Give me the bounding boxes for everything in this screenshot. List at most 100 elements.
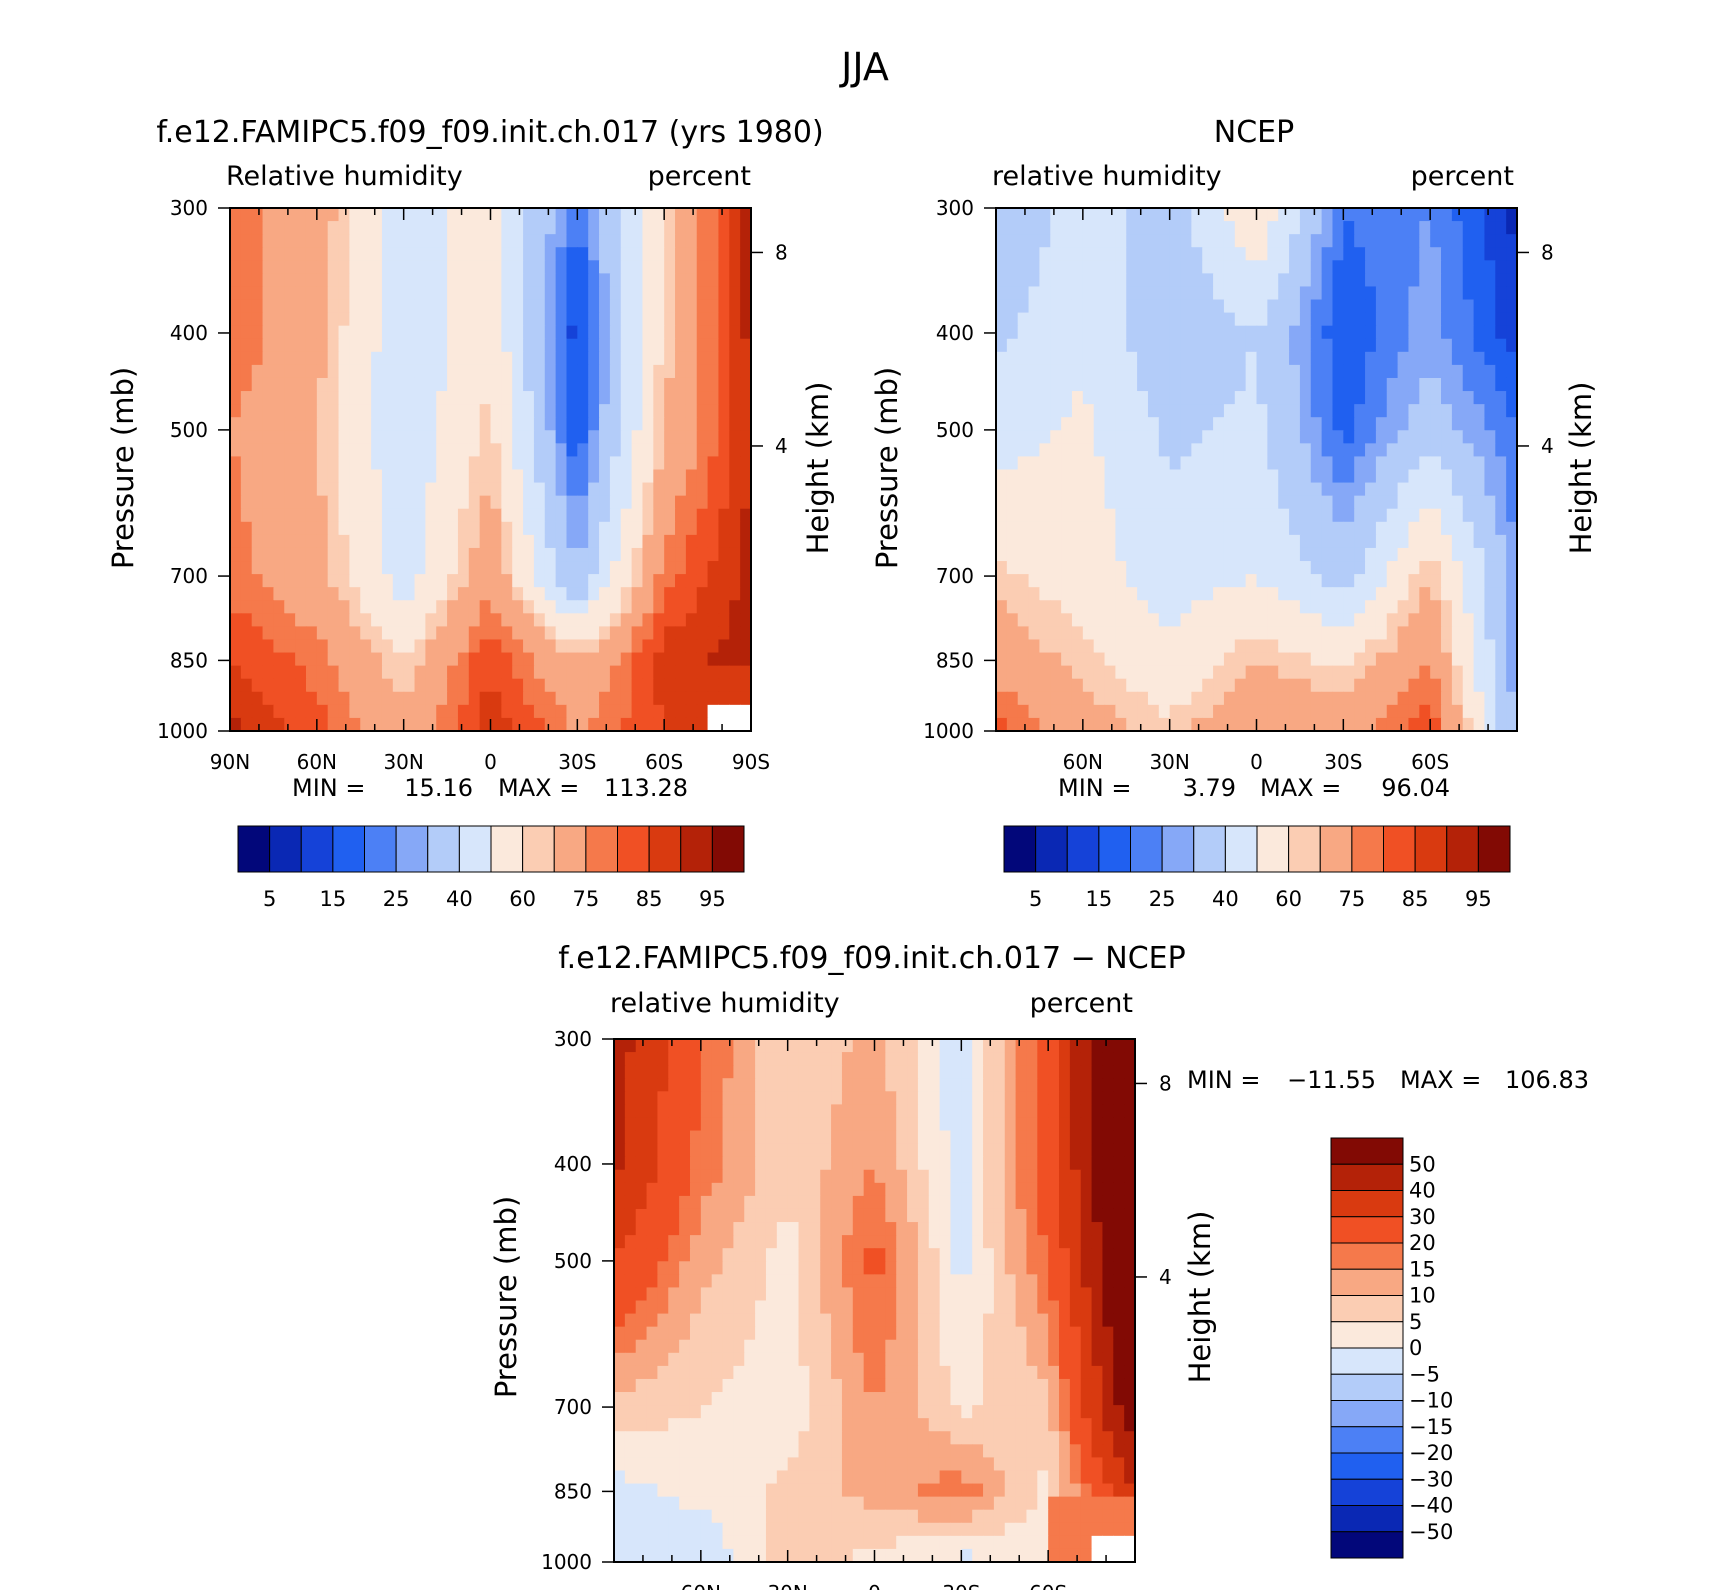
contour-cell	[614, 1104, 626, 1119]
contour-cell	[1506, 547, 1518, 562]
contour-cell	[1321, 587, 1334, 601]
contour-cell	[381, 561, 394, 575]
contour-cell	[664, 574, 676, 588]
contour-cell	[1495, 404, 1507, 418]
contour-cell	[820, 1104, 832, 1119]
contour-cell	[338, 482, 350, 497]
contour-cell	[718, 717, 730, 732]
contour-cell	[711, 1235, 724, 1249]
contour-cell	[1278, 600, 1290, 614]
contour-cell	[1430, 561, 1442, 575]
contour-cell	[1147, 260, 1160, 274]
contour-cell	[1213, 456, 1225, 471]
contour-cell	[679, 1195, 691, 1210]
contour-cell	[1386, 521, 1399, 536]
contour-cell	[327, 377, 340, 392]
contour-cell	[620, 377, 633, 392]
contour-cell	[1115, 717, 1127, 732]
contour-cell	[798, 1248, 810, 1262]
contour-cell	[533, 286, 546, 301]
contour-cell	[907, 1274, 919, 1289]
contour-cell	[425, 325, 437, 340]
contour-cell	[295, 404, 307, 418]
contour-cell	[1506, 626, 1518, 641]
contour-cell	[1039, 221, 1051, 235]
contour-cell	[1473, 521, 1486, 536]
contour-cell	[679, 1130, 691, 1145]
contour-cell	[798, 1065, 810, 1079]
contour-cell	[1506, 286, 1518, 301]
contour-cell	[479, 482, 492, 497]
contour-cell	[588, 587, 600, 601]
contour-cell	[1332, 508, 1344, 523]
contour-cell	[744, 1182, 756, 1197]
contour-cell	[685, 364, 698, 379]
contour-cell	[1484, 469, 1496, 484]
contour-cell	[653, 234, 665, 248]
contour-cell	[642, 443, 654, 458]
contour-cell	[425, 221, 437, 235]
contour-cell	[240, 325, 253, 340]
colorbar-swatch	[300, 825, 334, 873]
contour-cell	[479, 574, 492, 588]
contour-cell	[711, 1130, 724, 1145]
contour-cell	[1245, 600, 1258, 614]
contour-cell	[479, 391, 492, 405]
contour-cell	[1365, 691, 1377, 706]
contour-cell	[490, 364, 502, 379]
contour-cell	[1375, 247, 1388, 261]
contour-cell	[523, 234, 535, 248]
contour-cell	[1473, 247, 1486, 261]
contour-cell	[1191, 430, 1203, 444]
contour-cell	[371, 534, 383, 549]
contour-cell	[1245, 613, 1258, 627]
contour-cell	[490, 508, 502, 523]
contour-cell	[1093, 626, 1106, 641]
contour-cell	[755, 1104, 767, 1119]
contour-cell	[996, 717, 1008, 732]
contour-cell	[360, 404, 372, 418]
contour-cell	[1169, 417, 1182, 431]
contour-cell	[996, 391, 1008, 405]
contour-cell	[939, 1274, 952, 1289]
contour-cell	[1137, 443, 1149, 458]
contour-cell	[1365, 234, 1377, 248]
contour-cell	[1104, 587, 1116, 601]
contour-cell	[1441, 704, 1453, 719]
contour-cell	[1015, 1248, 1028, 1262]
contour-cell	[1451, 678, 1464, 693]
contour-cell	[1071, 221, 1084, 235]
contour-cell	[1462, 717, 1475, 732]
contour-cell	[1039, 430, 1051, 444]
contour-cell	[1059, 1052, 1071, 1066]
contour-cell	[1039, 665, 1051, 680]
contour-cell	[273, 221, 285, 235]
contour-cell	[1039, 364, 1051, 379]
contour-cell	[642, 521, 654, 536]
contour-cell	[1202, 639, 1214, 654]
contour-cell	[360, 286, 372, 301]
contour-cell	[1354, 221, 1366, 235]
contour-cell	[577, 247, 589, 261]
contour-cell	[1462, 351, 1475, 366]
contour-cell	[327, 678, 340, 693]
contour-cell	[1158, 338, 1171, 353]
contour-cell	[831, 1156, 843, 1171]
contour-cell	[679, 1065, 691, 1079]
contour-cell	[1104, 600, 1116, 614]
contour-cell	[468, 286, 481, 301]
contour-cell	[624, 1182, 637, 1197]
contour-cell	[718, 338, 730, 353]
contour-cell	[457, 678, 470, 693]
contour-cell	[523, 208, 535, 222]
contour-cell	[1343, 495, 1355, 510]
contour-cell	[1115, 469, 1127, 484]
contour-cell	[1039, 325, 1051, 340]
contour-cell	[1061, 286, 1073, 301]
contour-cell	[664, 364, 676, 379]
contour-cell	[1451, 221, 1464, 235]
contour-cell	[950, 1287, 962, 1302]
contour-cell	[1484, 613, 1496, 627]
contour-cell	[1104, 221, 1116, 235]
contour-cell	[1495, 312, 1507, 327]
